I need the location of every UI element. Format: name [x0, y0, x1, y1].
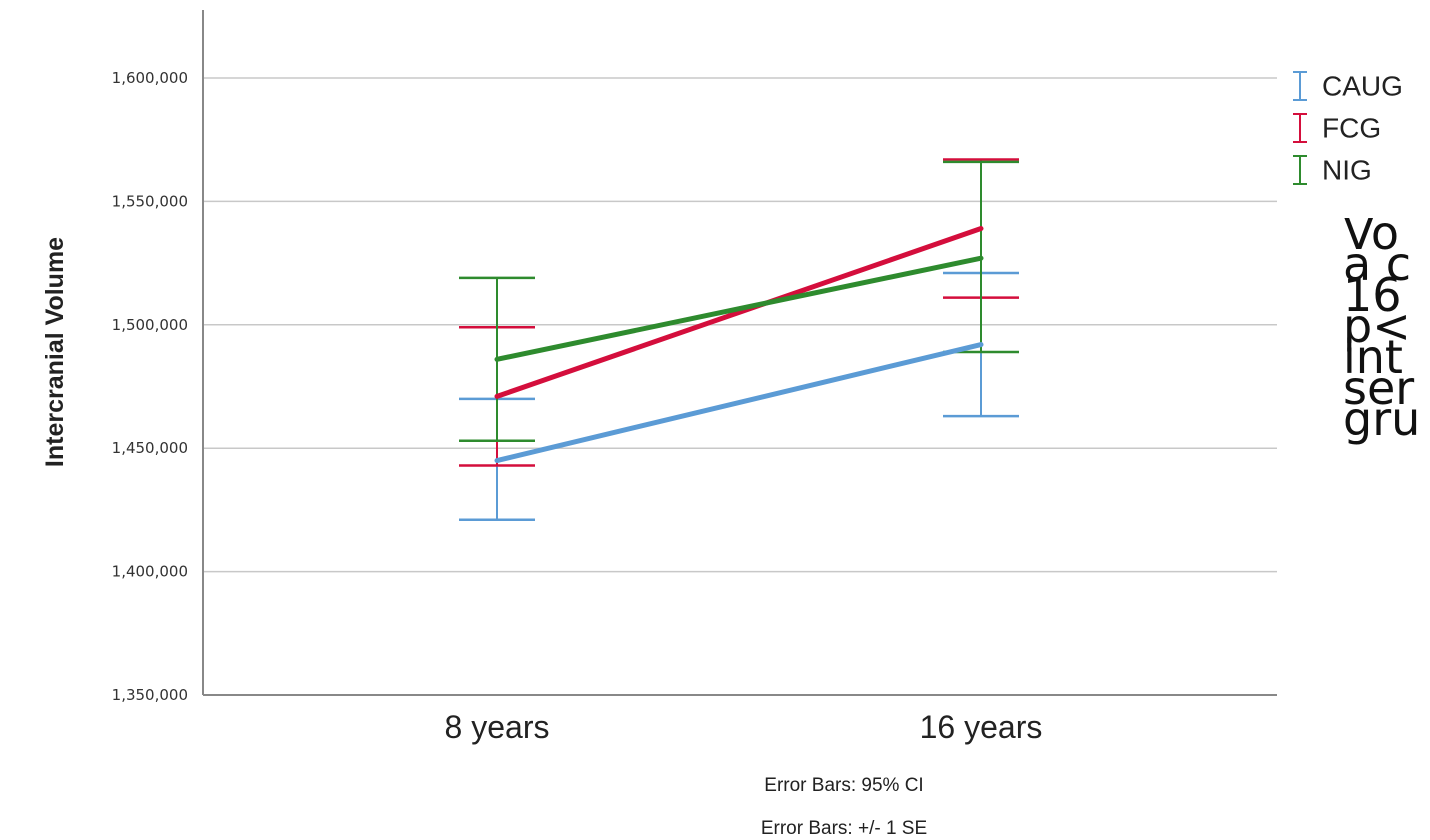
y-tick-label: 1,350,000	[112, 686, 188, 704]
series-nig	[459, 160, 1019, 443]
legend-errorbar-icon	[1293, 71, 1307, 101]
legend: CAUG FCG NIG	[1293, 71, 1403, 186]
series-lines	[459, 158, 1019, 522]
legend-errorbar-icon	[1293, 113, 1307, 143]
legend-errorbar-icon	[1293, 155, 1307, 185]
legend-item-fcg: FCG	[1293, 113, 1381, 144]
footnote-ci: Error Bars: 95% CI	[764, 775, 923, 796]
legend-label: NIG	[1322, 155, 1372, 186]
x-tick-label: 16 years	[920, 709, 1043, 745]
side-text: Vo a c 16 p< int ser gru	[1343, 218, 1421, 446]
x-tick-labels: 8 years 16 years	[445, 709, 1043, 745]
legend-label: FCG	[1322, 113, 1381, 144]
legend-label: CAUG	[1322, 71, 1403, 102]
y-tick-label: 1,600,000	[112, 69, 188, 87]
y-tick-label: 1,550,000	[112, 192, 188, 210]
axes	[202, 10, 1277, 696]
gridlines	[203, 77, 1277, 573]
x-tick-label: 8 years	[445, 709, 550, 745]
footnote-se: Error Bars: +/- 1 SE	[761, 818, 927, 839]
series-line-caug	[494, 342, 984, 464]
legend-item-caug: CAUG	[1293, 71, 1403, 102]
series-line-fcg	[494, 226, 984, 399]
y-tick-label: 1,400,000	[112, 563, 188, 581]
y-tick-labels: 1,350,000 1,400,000 1,450,000 1,500,000 1,55…	[112, 69, 188, 704]
y-tick-label: 1,450,000	[112, 439, 188, 457]
series-line-nig	[494, 255, 984, 362]
y-axis-label: Intercranial Volume	[41, 237, 69, 467]
legend-item-nig: NIG	[1293, 155, 1372, 186]
y-tick-label: 1,500,000	[112, 316, 188, 334]
